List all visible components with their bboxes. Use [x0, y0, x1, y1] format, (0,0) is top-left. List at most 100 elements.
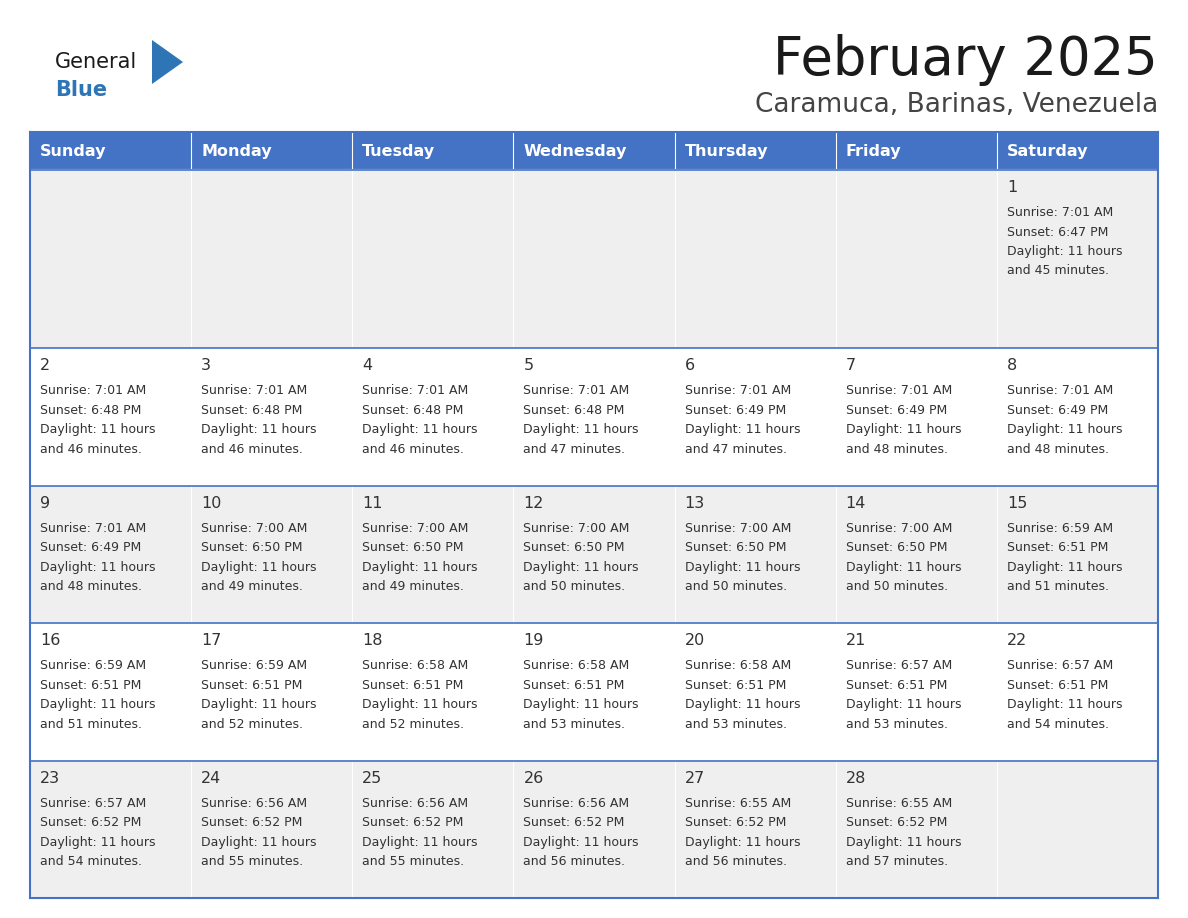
- Text: Sunset: 6:47 PM: Sunset: 6:47 PM: [1007, 226, 1108, 239]
- Text: Daylight: 11 hours: Daylight: 11 hours: [362, 561, 478, 574]
- Text: and 46 minutes.: and 46 minutes.: [201, 442, 303, 456]
- Text: Sunset: 6:48 PM: Sunset: 6:48 PM: [40, 404, 141, 417]
- Text: 14: 14: [846, 496, 866, 510]
- Text: 17: 17: [201, 633, 221, 648]
- Bar: [997, 348, 1158, 486]
- Bar: [513, 623, 675, 761]
- Text: Sunrise: 6:58 AM: Sunrise: 6:58 AM: [684, 659, 791, 672]
- Text: Sunrise: 7:00 AM: Sunrise: 7:00 AM: [201, 521, 308, 535]
- Text: Daylight: 11 hours: Daylight: 11 hours: [846, 835, 961, 848]
- Text: February 2025: February 2025: [773, 34, 1158, 86]
- Text: and 56 minutes.: and 56 minutes.: [524, 855, 625, 868]
- Text: 10: 10: [201, 496, 221, 510]
- Bar: [835, 623, 997, 761]
- Text: Sunrise: 7:00 AM: Sunrise: 7:00 AM: [846, 521, 952, 535]
- Bar: [353, 170, 513, 348]
- Bar: [997, 486, 1158, 623]
- Text: Daylight: 11 hours: Daylight: 11 hours: [362, 835, 478, 848]
- Text: Sunset: 6:50 PM: Sunset: 6:50 PM: [684, 542, 786, 554]
- Text: Sunrise: 6:59 AM: Sunrise: 6:59 AM: [1007, 521, 1113, 535]
- Bar: [997, 761, 1158, 898]
- Text: Sunset: 6:51 PM: Sunset: 6:51 PM: [1007, 542, 1108, 554]
- Text: Sunrise: 6:56 AM: Sunrise: 6:56 AM: [362, 797, 468, 810]
- Bar: [513, 170, 675, 348]
- Text: 8: 8: [1007, 358, 1017, 374]
- Text: Daylight: 11 hours: Daylight: 11 hours: [524, 699, 639, 711]
- Bar: [191, 623, 353, 761]
- Text: and 48 minutes.: and 48 minutes.: [1007, 442, 1108, 456]
- Text: Sunrise: 7:01 AM: Sunrise: 7:01 AM: [40, 385, 146, 397]
- Text: Sunset: 6:48 PM: Sunset: 6:48 PM: [524, 404, 625, 417]
- Text: Daylight: 11 hours: Daylight: 11 hours: [524, 561, 639, 574]
- Text: and 46 minutes.: and 46 minutes.: [362, 442, 465, 456]
- Text: 23: 23: [40, 770, 61, 786]
- Text: Daylight: 11 hours: Daylight: 11 hours: [201, 561, 317, 574]
- Bar: [191, 132, 353, 170]
- Text: Daylight: 11 hours: Daylight: 11 hours: [1007, 423, 1123, 436]
- Text: Daylight: 11 hours: Daylight: 11 hours: [40, 561, 156, 574]
- Text: Daylight: 11 hours: Daylight: 11 hours: [846, 561, 961, 574]
- Text: Sunset: 6:51 PM: Sunset: 6:51 PM: [362, 678, 463, 691]
- Bar: [835, 170, 997, 348]
- Text: 19: 19: [524, 633, 544, 648]
- Text: and 47 minutes.: and 47 minutes.: [684, 442, 786, 456]
- Text: Sunset: 6:52 PM: Sunset: 6:52 PM: [362, 816, 463, 829]
- Text: Sunset: 6:49 PM: Sunset: 6:49 PM: [684, 404, 785, 417]
- Text: Daylight: 11 hours: Daylight: 11 hours: [524, 423, 639, 436]
- Text: Saturday: Saturday: [1007, 143, 1088, 159]
- Text: and 54 minutes.: and 54 minutes.: [1007, 718, 1108, 731]
- Text: Sunset: 6:51 PM: Sunset: 6:51 PM: [524, 678, 625, 691]
- Text: Sunset: 6:49 PM: Sunset: 6:49 PM: [846, 404, 947, 417]
- Bar: [30, 761, 191, 898]
- Bar: [30, 623, 191, 761]
- Text: 16: 16: [40, 633, 61, 648]
- Text: Sunrise: 7:01 AM: Sunrise: 7:01 AM: [201, 385, 308, 397]
- Text: Sunrise: 6:57 AM: Sunrise: 6:57 AM: [846, 659, 952, 672]
- Bar: [353, 623, 513, 761]
- Text: Daylight: 11 hours: Daylight: 11 hours: [362, 699, 478, 711]
- Text: Sunrise: 6:58 AM: Sunrise: 6:58 AM: [524, 659, 630, 672]
- Text: and 51 minutes.: and 51 minutes.: [40, 718, 143, 731]
- Bar: [675, 761, 835, 898]
- Text: 24: 24: [201, 770, 221, 786]
- Text: and 47 minutes.: and 47 minutes.: [524, 442, 625, 456]
- Text: Daylight: 11 hours: Daylight: 11 hours: [684, 699, 800, 711]
- Text: Sunrise: 6:55 AM: Sunrise: 6:55 AM: [846, 797, 952, 810]
- Text: and 51 minutes.: and 51 minutes.: [1007, 580, 1108, 593]
- Text: and 48 minutes.: and 48 minutes.: [846, 442, 948, 456]
- Text: Monday: Monday: [201, 143, 272, 159]
- Text: Daylight: 11 hours: Daylight: 11 hours: [846, 699, 961, 711]
- Text: Sunrise: 6:55 AM: Sunrise: 6:55 AM: [684, 797, 791, 810]
- Text: and 53 minutes.: and 53 minutes.: [846, 718, 948, 731]
- Text: and 54 minutes.: and 54 minutes.: [40, 855, 143, 868]
- Text: Daylight: 11 hours: Daylight: 11 hours: [846, 423, 961, 436]
- Text: 18: 18: [362, 633, 383, 648]
- Text: Sunset: 6:51 PM: Sunset: 6:51 PM: [40, 678, 141, 691]
- Text: 9: 9: [40, 496, 50, 510]
- Text: Sunset: 6:48 PM: Sunset: 6:48 PM: [362, 404, 463, 417]
- Text: Daylight: 11 hours: Daylight: 11 hours: [684, 561, 800, 574]
- Text: Daylight: 11 hours: Daylight: 11 hours: [40, 699, 156, 711]
- Bar: [675, 132, 835, 170]
- Text: 4: 4: [362, 358, 372, 374]
- Text: Sunrise: 7:00 AM: Sunrise: 7:00 AM: [524, 521, 630, 535]
- Text: 1: 1: [1007, 180, 1017, 195]
- Text: and 50 minutes.: and 50 minutes.: [684, 580, 786, 593]
- Polygon shape: [152, 40, 183, 84]
- Text: Sunrise: 6:58 AM: Sunrise: 6:58 AM: [362, 659, 468, 672]
- Text: 20: 20: [684, 633, 704, 648]
- Text: and 45 minutes.: and 45 minutes.: [1007, 264, 1108, 277]
- Text: and 56 minutes.: and 56 minutes.: [684, 855, 786, 868]
- Text: and 53 minutes.: and 53 minutes.: [524, 718, 625, 731]
- Text: Sunset: 6:50 PM: Sunset: 6:50 PM: [362, 542, 463, 554]
- Text: Sunrise: 6:57 AM: Sunrise: 6:57 AM: [1007, 659, 1113, 672]
- Text: Sunset: 6:52 PM: Sunset: 6:52 PM: [524, 816, 625, 829]
- Bar: [30, 486, 191, 623]
- Text: Sunset: 6:48 PM: Sunset: 6:48 PM: [201, 404, 303, 417]
- Text: Sunrise: 6:59 AM: Sunrise: 6:59 AM: [40, 659, 146, 672]
- Text: and 50 minutes.: and 50 minutes.: [524, 580, 626, 593]
- Text: and 49 minutes.: and 49 minutes.: [201, 580, 303, 593]
- Text: 27: 27: [684, 770, 704, 786]
- Text: Sunset: 6:52 PM: Sunset: 6:52 PM: [846, 816, 947, 829]
- Text: Sunrise: 7:01 AM: Sunrise: 7:01 AM: [684, 385, 791, 397]
